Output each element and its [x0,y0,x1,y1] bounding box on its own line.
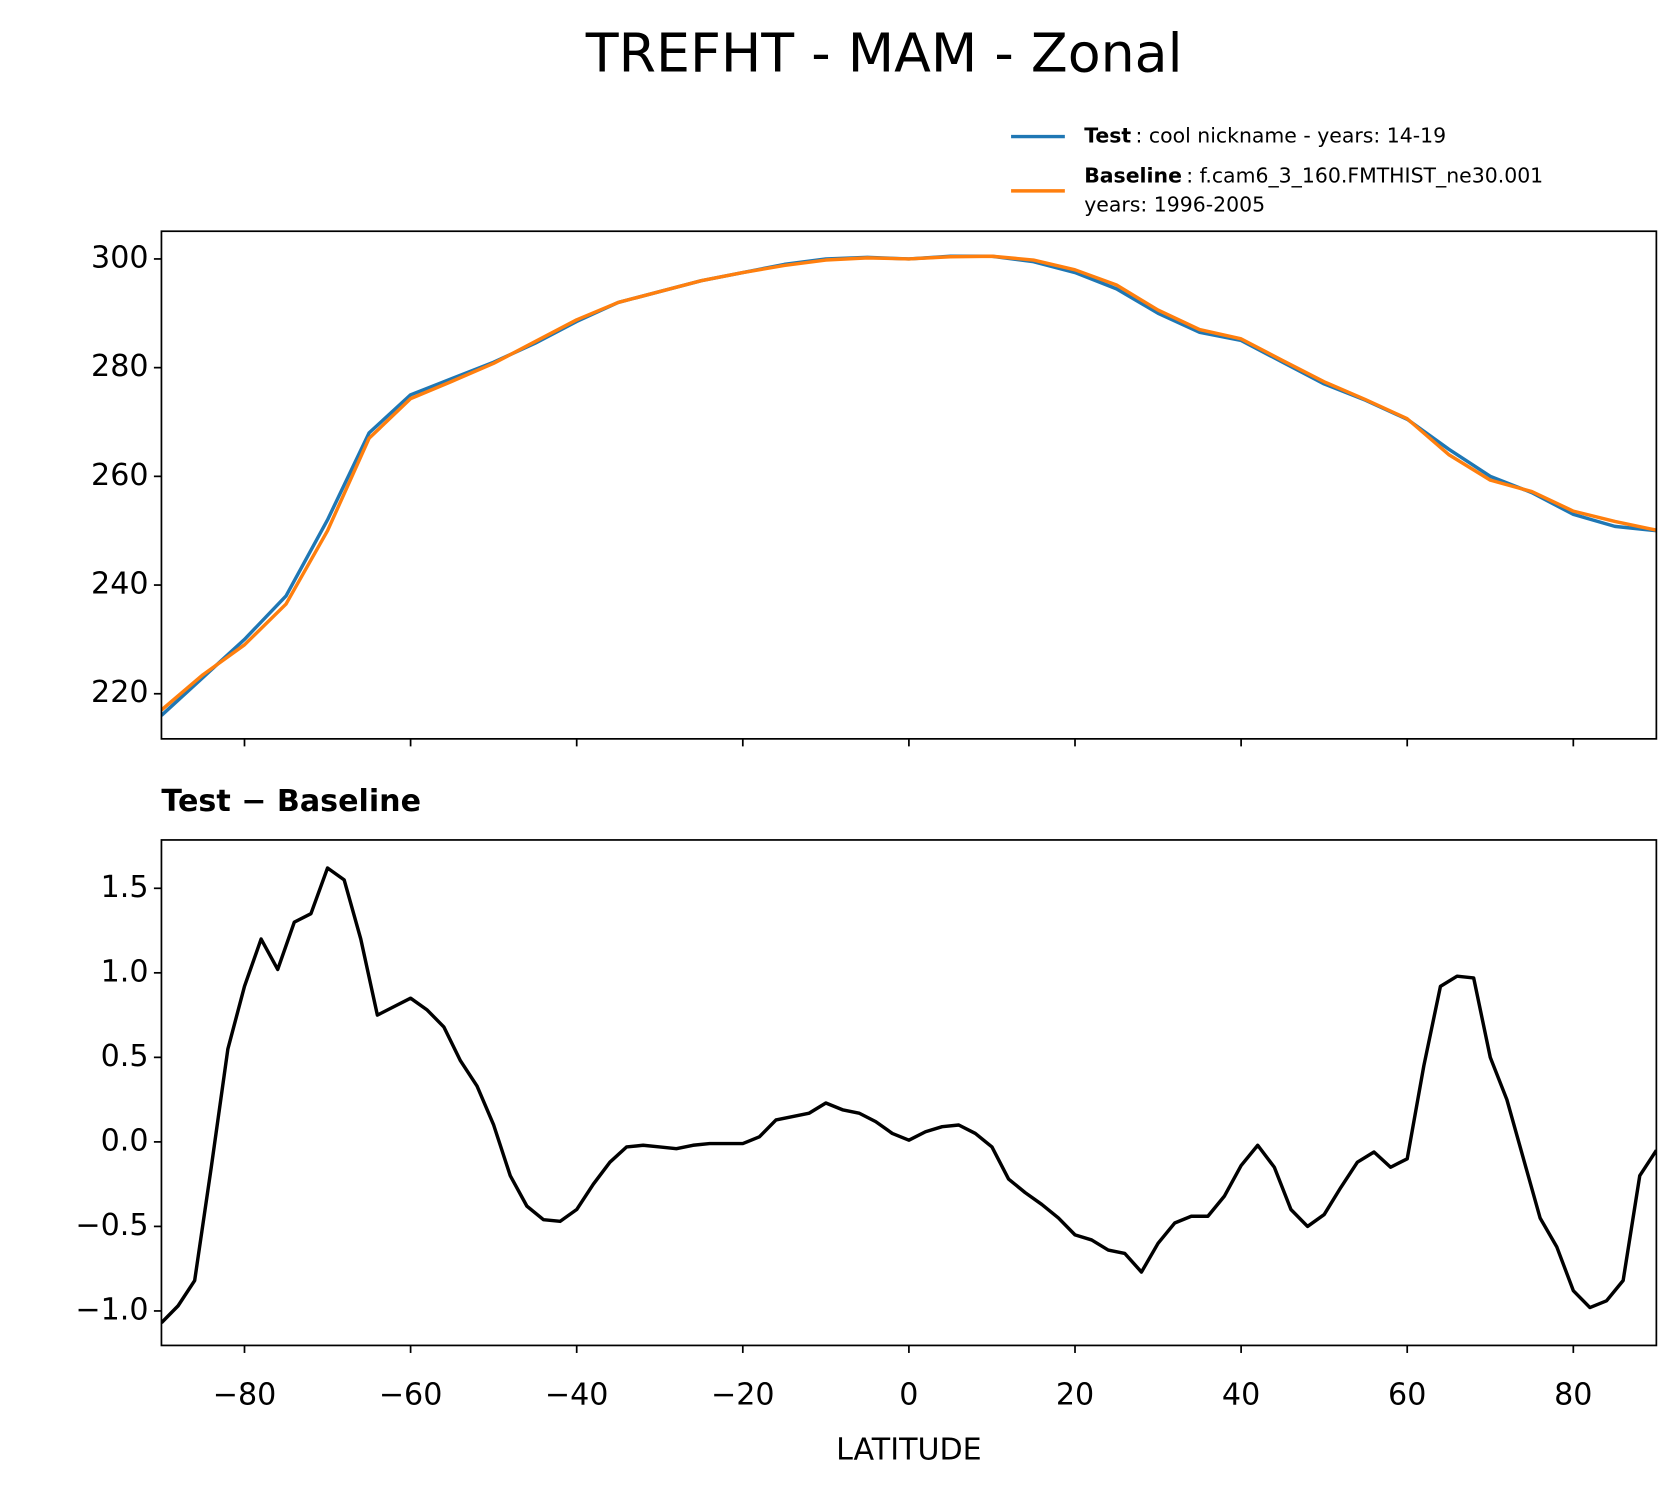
y-tick-label: 300 [91,240,148,275]
x-tick-label: −40 [545,1377,609,1412]
plot-frame [160,839,1658,1347]
plot-frame [160,230,1658,740]
y-tick-label: 280 [91,349,148,384]
x-tick-label: 80 [1554,1377,1592,1412]
x-axis-label: LATITUDE [836,1432,982,1467]
data-line [161,254,1657,717]
figure-title: TREFHT - MAM - Zonal [585,22,1183,85]
x-tick-label: 60 [1388,1377,1426,1412]
y-tick-label: 1.0 [101,954,149,989]
y-tick-label: 260 [91,458,148,493]
data-line [161,254,1657,712]
x-tick-label: 20 [1056,1377,1094,1412]
x-tick-label: −80 [213,1377,277,1412]
y-tick-label: −0.5 [75,1208,148,1243]
x-tick-label: 0 [899,1377,918,1412]
y-tick-label: −1.0 [75,1292,148,1327]
panel-title: Test − Baseline [161,784,421,819]
data-line [161,866,1657,1324]
x-tick-label: −60 [379,1377,443,1412]
y-tick-label: 1.5 [101,870,149,905]
x-tick-label: 40 [1222,1377,1260,1412]
y-tick-label: 0.5 [101,1039,149,1074]
legend-name: Baseline [1084,163,1182,187]
legend-description: : cool nickname - years: 14-19 [1136,124,1447,148]
y-tick-label: 220 [91,675,148,710]
legend-description: years: 1996-2005 [1084,192,1265,216]
y-tick-label: 0.0 [101,1123,149,1158]
legend-description: : f.cam6_3_160.FMTHIST_ne30.001 [1186,163,1543,188]
x-tick-label: −20 [711,1377,775,1412]
legend-name: Test [1084,124,1131,148]
y-tick-label: 240 [91,567,148,602]
